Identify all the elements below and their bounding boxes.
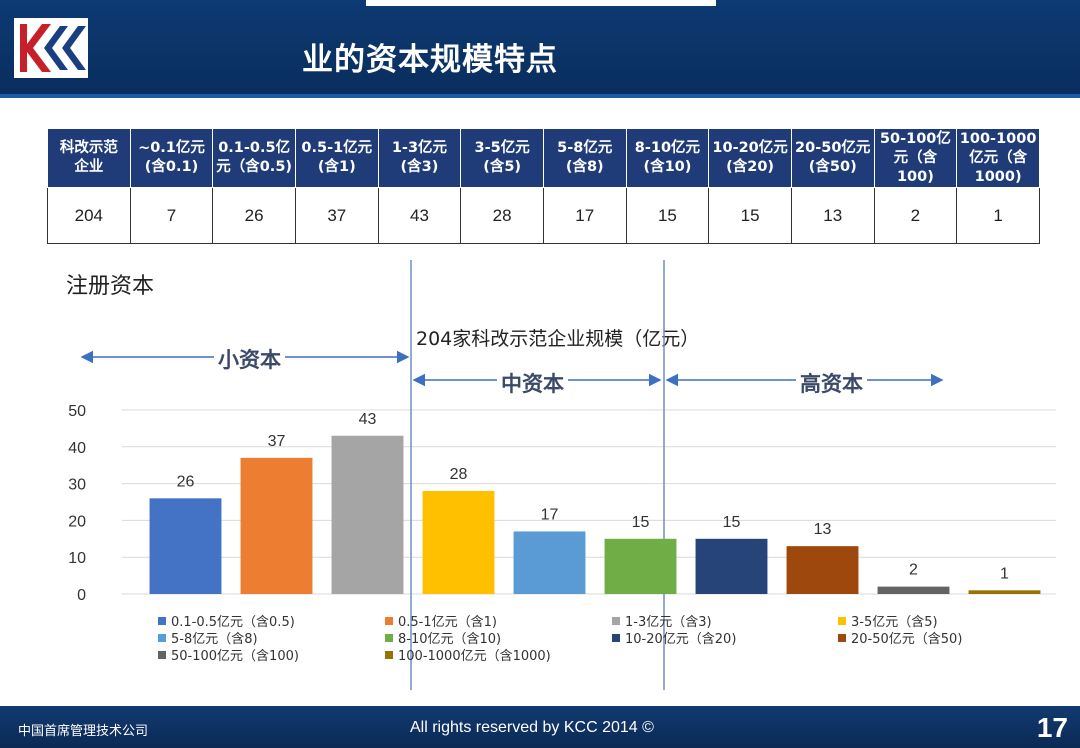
table-cell: 13 [790,187,875,244]
legend-swatch [385,651,393,659]
bar-value-label: 2 [909,562,918,579]
table-cell: 37 [294,187,379,244]
table-header-cell: 科改示范 企业 [47,128,131,188]
bar-value-label: 37 [268,433,286,450]
bar [968,590,1041,594]
table-header-cell: 100-1000 亿元（含 1000) [956,128,1040,188]
legend-label: 8-10亿元（含10) [398,631,501,647]
table-cell: 15 [625,187,710,244]
table-header-cell: 8-10亿元 (含10) [625,128,710,188]
legend-swatch [158,617,166,625]
footer-copyright: All rights reserved by KCC 2014 © [410,719,654,736]
table-cell: 43 [377,187,462,244]
y-tick-label: 50 [68,403,86,420]
bar [240,457,313,594]
header-top-box [366,0,716,6]
legend-swatch [158,651,166,659]
bar-value-label: 43 [359,411,377,428]
bar-value-label: 28 [450,466,468,483]
table-header-cell: 3-5亿元 (含5) [460,128,544,188]
legend-swatch [385,634,393,642]
bar-value-label: 1 [1000,565,1009,582]
legend-swatch [612,617,620,625]
slide-title: 业的资本规模特点 [302,42,558,78]
small-capital-label: 小资本 [214,344,285,374]
legend-swatch [838,617,846,625]
table-cell: 17 [542,187,627,244]
header-band: 业的资本规模特点 [0,0,1080,94]
bar [422,490,495,594]
table-cell: 204 [47,187,131,244]
table-header-cell: ~0.1亿元 (含0.1) [129,128,214,188]
legend-label: 1-3亿元（含3) [625,614,712,630]
legend-label: 100-1000亿元（含1000) [398,648,551,664]
bar [604,538,677,594]
axis-title: 注册资本 [66,274,155,299]
legend-swatch [612,634,620,642]
kcc-logo [14,18,88,78]
bar-value-label: 15 [632,514,650,531]
bar [786,546,859,594]
table-header-cell: 5-8亿元 (含8) [542,128,627,188]
legend-label: 5-8亿元（含8) [171,631,258,647]
bar-chart: 0 10 20 30 40 50 26 37 43 28 17 15 15 13 2 1 0.1-0.5亿元… [68,260,1056,690]
table-header-cell: 0.1-0.5亿 元（含0.5) [212,128,296,188]
high-capital-label: 高资本 [796,368,867,398]
y-tick-label: 20 [68,513,86,530]
bar-value-label: 26 [177,473,195,490]
y-tick-label: 30 [68,477,86,494]
footer-company: 中国首席管理技术公司 [18,724,149,739]
table-header-row: 科改示范 企业 ~0.1亿元 (含0.1) 0.1-0.5亿 元（含0.5) 0… [47,128,1040,188]
legend-label: 10-20亿元（含20) [625,631,736,647]
capital-table: 科改示范 企业 ~0.1亿元 (含0.1) 0.1-0.5亿 元（含0.5) 0… [47,128,1040,244]
bar [149,498,222,594]
table-cell: 28 [460,187,544,244]
bar [331,435,404,594]
legend-swatch [158,634,166,642]
legend-label: 0.5-1亿元（含1) [398,614,497,630]
chart-title: 204家科改示范企业规模（亿元） [416,328,700,350]
table-cell: 15 [708,187,792,244]
bar [877,586,950,594]
table-header-cell: 20-50亿元 (含50) [790,128,875,188]
bar [513,531,586,594]
footer-band: 中国首席管理技术公司 All rights reserved by KCC 20… [0,706,1080,748]
legend-label: 3-5亿元（含5) [851,614,938,630]
bar-value-label: 13 [814,521,832,538]
y-tick-label: 40 [68,440,86,457]
table-cell: 7 [129,187,214,244]
table-cell: 2 [873,187,958,244]
legend-swatch [838,634,846,642]
legend-swatch [385,617,393,625]
table-row: 204 7 26 37 43 28 17 15 15 13 2 1 [47,187,1040,244]
legend-label: 50-100亿元（含100) [171,648,299,664]
legend-label: 0.1-0.5亿元（含0.5) [171,614,295,630]
bar-value-label: 17 [541,506,559,523]
y-tick-label: 10 [68,550,86,567]
table-header-cell: 1-3亿元 (含3) [377,128,462,188]
y-tick-label: 0 [77,587,86,604]
mid-capital-label: 中资本 [497,368,568,398]
table-header-cell: 10-20亿元 (含20) [708,128,792,188]
table-cell: 26 [212,187,296,244]
page-number: 17 [1036,712,1068,743]
table-header-cell: 0.5-1亿元 (含1) [294,128,379,188]
legend-label: 20-50亿元（含50) [851,631,962,647]
table-cell: 1 [956,187,1040,244]
bar [695,538,768,594]
bar-value-label: 15 [723,514,741,531]
header-divider [0,94,1080,98]
